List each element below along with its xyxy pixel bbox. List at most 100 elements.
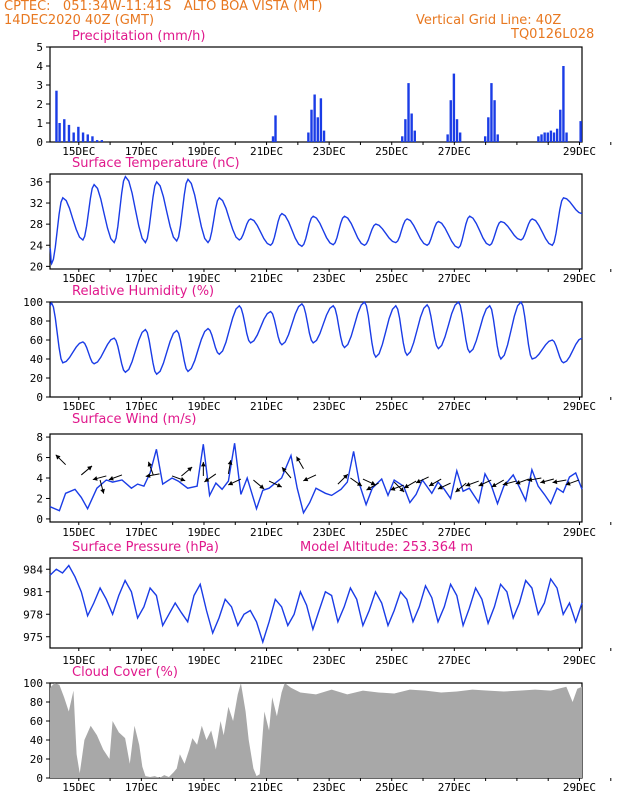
precip-bar bbox=[410, 113, 413, 142]
series-line bbox=[49, 175, 583, 266]
precip-bar bbox=[95, 140, 99, 142]
precip-bar bbox=[579, 121, 582, 142]
precip-bar bbox=[546, 132, 549, 142]
x-tick-label: 29DEC bbox=[563, 654, 596, 667]
panel-title: Relative Humidity (%) bbox=[72, 284, 214, 299]
panel-frame bbox=[49, 557, 583, 649]
precip-bar bbox=[401, 136, 404, 142]
precip-bar bbox=[63, 119, 66, 142]
y-tick-label: 24 bbox=[30, 239, 44, 252]
wind-vector-head bbox=[55, 454, 61, 460]
x-tick-label: 23DEC bbox=[313, 145, 346, 158]
precip-bar bbox=[452, 73, 456, 142]
wind-vector-head bbox=[204, 477, 210, 482]
x-tick-label: 25DEC bbox=[375, 654, 408, 667]
cloud-cover-area bbox=[50, 683, 582, 778]
wind-vector-head bbox=[200, 461, 206, 467]
precip-bar bbox=[77, 126, 80, 142]
wind-vector-head bbox=[366, 485, 372, 491]
y-tick-label: 60 bbox=[30, 334, 43, 347]
y-tick-label: 4 bbox=[36, 60, 43, 73]
y-tick-label: 2 bbox=[36, 98, 43, 111]
panel-title: Surface Pressure (hPa) bbox=[72, 540, 219, 555]
x-tick-label: 29DEC bbox=[563, 781, 596, 794]
y-tick-label: 60 bbox=[30, 715, 43, 728]
x-tick-label: 27DEC bbox=[438, 272, 471, 285]
wind-vector-head bbox=[92, 476, 98, 481]
precip-bar bbox=[543, 132, 546, 142]
wind-vector-head bbox=[390, 486, 396, 491]
precip-bar bbox=[58, 123, 61, 142]
header-station: CPTEC: 051:34W-11:41S ALTO BOA VISTA (MT… bbox=[4, 0, 323, 14]
x-tick-label: 17DEC bbox=[125, 400, 158, 413]
wind-vector-head bbox=[87, 465, 93, 471]
precip-bar bbox=[310, 109, 313, 142]
precip-bar bbox=[67, 124, 71, 142]
x-tick-label: 23DEC bbox=[313, 781, 346, 794]
x-tick-label: 21DEC bbox=[250, 654, 283, 667]
x-tick-label: 25DEC bbox=[375, 145, 408, 158]
x-tick-label: 27DEC bbox=[438, 400, 471, 413]
x-tick-label: 23DEC bbox=[313, 272, 346, 285]
panel-title: Surface Wind (m/s) bbox=[72, 412, 196, 427]
panel-frame bbox=[49, 46, 583, 143]
wind-vector-head bbox=[276, 482, 282, 488]
precip-bar bbox=[271, 136, 275, 142]
y-tick-label: 0 bbox=[36, 772, 43, 785]
x-tick-label: 15DEC bbox=[62, 145, 95, 158]
x-tick-label: 29DEC bbox=[563, 272, 596, 285]
wind-vector-head bbox=[552, 479, 558, 485]
y-tick-label: 4 bbox=[36, 472, 43, 485]
wind-vector-head bbox=[370, 480, 376, 486]
y-tick-label: 1 bbox=[36, 117, 43, 130]
x-tick-label: 15DEC bbox=[62, 781, 95, 794]
precip-bar bbox=[559, 109, 562, 142]
x-tick-label: 21DEC bbox=[250, 272, 283, 285]
y-tick-label: 100 bbox=[23, 677, 43, 690]
x-tick-label: 29DEC bbox=[563, 145, 596, 158]
wind-vector-head bbox=[437, 485, 443, 490]
precip-bar bbox=[537, 136, 540, 142]
precip-bar bbox=[322, 130, 326, 142]
y-tick-label: 100 bbox=[23, 296, 43, 309]
wind-vector-head bbox=[455, 487, 461, 493]
panel-annotation: Model Altitude: 253.364 m bbox=[300, 540, 473, 555]
wind-vector-head bbox=[147, 461, 153, 467]
precip-bar bbox=[493, 100, 496, 142]
wind-vector-head bbox=[356, 481, 362, 487]
x-tick-label: 15DEC bbox=[62, 526, 95, 539]
panel-frame bbox=[49, 433, 583, 523]
x-tick-label: 19DEC bbox=[187, 781, 220, 794]
x-tick-label: 25DEC bbox=[375, 781, 408, 794]
x-tick-label: 21DEC bbox=[250, 526, 283, 539]
precip-bar bbox=[407, 83, 410, 142]
y-tick-label: 32 bbox=[30, 197, 43, 210]
precip-bar bbox=[446, 134, 449, 142]
precip-bar bbox=[552, 132, 556, 142]
wind-vector-head bbox=[281, 467, 287, 473]
precip-bar bbox=[490, 83, 493, 142]
y-tick-label: 20 bbox=[30, 260, 43, 273]
panel-frame bbox=[49, 173, 583, 270]
precip-bar bbox=[449, 100, 452, 142]
x-tick-label: 17DEC bbox=[125, 145, 158, 158]
wind-vector-head bbox=[515, 480, 521, 485]
wind-vector-head bbox=[478, 481, 484, 487]
y-tick-label: 978 bbox=[23, 608, 43, 621]
x-tick-label: 15DEC bbox=[62, 400, 95, 413]
x-tick-label: 23DEC bbox=[313, 526, 346, 539]
header-date: 14DEC2020 40Z (GMT) bbox=[4, 13, 155, 28]
x-tick-label: 21DEC bbox=[250, 781, 283, 794]
precip-bar bbox=[91, 136, 94, 142]
wind-vector-head bbox=[540, 479, 546, 484]
y-tick-label: 2 bbox=[36, 492, 43, 505]
x-tick-label: 27DEC bbox=[438, 654, 471, 667]
x-tick-label: 23DEC bbox=[313, 400, 346, 413]
y-tick-label: 975 bbox=[23, 631, 43, 644]
x-tick-label: 23DEC bbox=[313, 654, 346, 667]
wind-vector-head bbox=[399, 487, 405, 492]
precip-bar bbox=[72, 132, 75, 142]
wind-vector-head bbox=[491, 482, 497, 488]
precip-bar bbox=[496, 134, 499, 142]
